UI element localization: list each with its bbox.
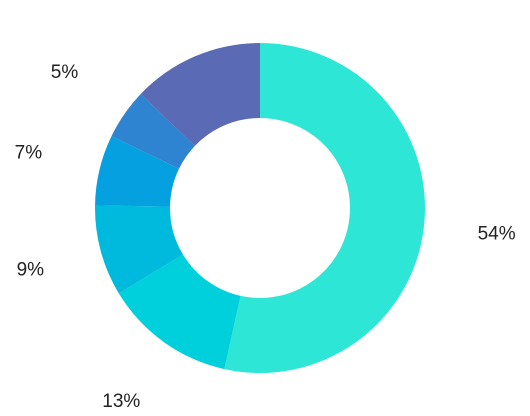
donut-slice-1: [224, 43, 425, 373]
donut-slice-3: [94, 205, 184, 294]
slice-label-2: 13%: [102, 391, 140, 412]
labels-group: 54%13%9%7%5%13%: [15, 62, 516, 412]
slice-label-1: 54%: [478, 223, 516, 244]
donut-slice-6: [140, 43, 260, 146]
slice-label-3: 9%: [17, 260, 45, 281]
donut-slice-4: [95, 136, 179, 207]
slice-label-4: 7%: [15, 143, 43, 164]
slice-label-5: 5%: [51, 62, 79, 83]
slices-group: [94, 43, 425, 373]
donut-slice-2: [118, 254, 241, 370]
donut-slice-5: [111, 94, 195, 169]
